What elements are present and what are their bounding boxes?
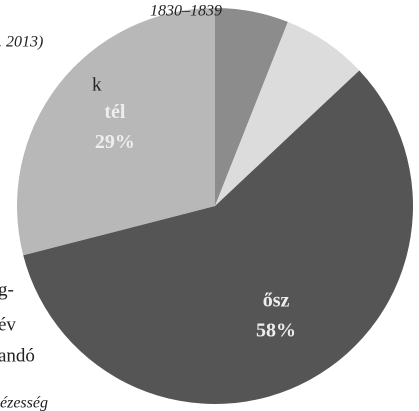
- slice-label: ősz: [263, 290, 290, 312]
- pie-slice: [16, 8, 216, 256]
- doc-text: g-: [0, 279, 14, 300]
- doc-text: k: [92, 74, 102, 95]
- pie-chart: ősz 58% tél 29%: [16, 8, 413, 405]
- doc-text: . 2013): [0, 34, 43, 51]
- pie-slice: [23, 70, 413, 405]
- slice-value-label: 29%: [95, 131, 135, 153]
- slice-label: tél: [104, 101, 126, 123]
- pie-slice: [215, 8, 288, 206]
- slice-value-label: 58%: [256, 320, 296, 342]
- doc-text: andó: [0, 345, 35, 366]
- doc-text: év: [0, 314, 16, 335]
- doc-text: ézesség: [0, 395, 48, 411]
- pie-slice: [215, 21, 360, 207]
- doc-text: 1830–1839: [150, 3, 222, 20]
